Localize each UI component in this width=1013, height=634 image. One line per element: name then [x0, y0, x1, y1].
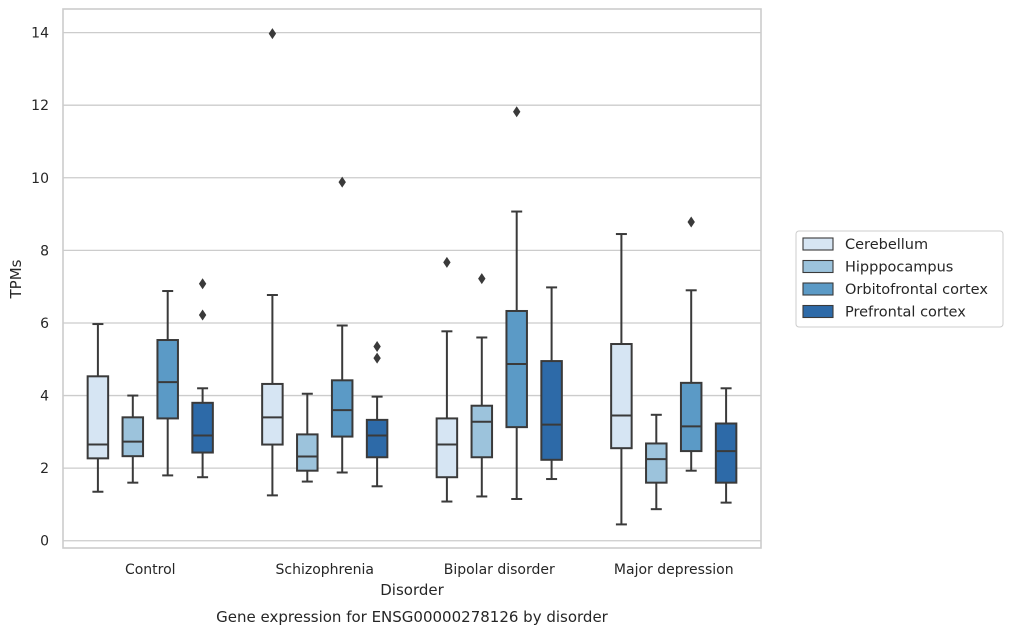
box-group: [610, 233, 633, 526]
box: [435, 417, 459, 479]
outlier-marker: [268, 28, 277, 40]
outlier-marker: [373, 352, 381, 364]
box-group: [679, 216, 703, 472]
legend-swatch: [802, 259, 834, 274]
x-tick-labels: Control Schizophrenia Bipolar disorder Majo…: [125, 562, 734, 578]
box-group: [330, 176, 354, 474]
box-group: [121, 394, 145, 484]
box: [365, 418, 389, 459]
legend: Cerebellum Hipppocampus Orbitofrontal cort…: [795, 230, 1004, 328]
legend-label: Hipppocampus: [845, 260, 953, 276]
outlier-marker: [198, 278, 207, 290]
y-gridlines: [63, 31, 761, 542]
box: [505, 309, 528, 429]
y-tick-label: 4: [40, 389, 49, 405]
legend-swatch: [802, 304, 834, 319]
outlier-marker: [513, 106, 521, 118]
outlier-marker: [198, 309, 207, 321]
box: [610, 343, 633, 450]
box-group: [156, 290, 179, 477]
x-tick-label: Schizophrenia: [276, 562, 374, 578]
box-group: [365, 341, 389, 488]
x-tick-label: Major depression: [614, 562, 734, 578]
chart-title: Gene expression for ENSG00000278126 by d…: [216, 608, 609, 626]
box: [191, 401, 214, 454]
box: [645, 442, 668, 484]
box-group: [470, 273, 494, 498]
box-group: [261, 28, 284, 497]
y-tick-label: 10: [31, 171, 49, 187]
y-tick-label: 12: [31, 98, 49, 114]
box: [330, 379, 354, 438]
box: [121, 416, 145, 458]
y-tick-label: 2: [40, 461, 49, 477]
outlier-marker: [443, 256, 451, 268]
box: [261, 382, 284, 446]
box: [470, 404, 494, 459]
box-group: [505, 106, 528, 500]
x-axis-label: Disorder: [380, 581, 444, 599]
outlier-marker: [478, 273, 486, 285]
box: [679, 381, 703, 453]
outlier-marker: [687, 216, 695, 228]
box-group: [540, 286, 563, 481]
box-group: [296, 392, 319, 483]
x-tick-label: Bipolar disorder: [444, 562, 555, 578]
y-tick-label: 14: [31, 26, 49, 42]
legend-swatch: [802, 282, 834, 296]
y-axis-label: TPMs: [7, 259, 25, 299]
legend-label: Cerebellum: [845, 237, 928, 253]
legend-label: Orbitofrontal cortex: [845, 282, 988, 298]
legend-swatch: [802, 237, 834, 251]
outlier-marker: [338, 176, 346, 188]
legend-frame: [795, 230, 1004, 328]
y-tick-label: 8: [40, 243, 49, 259]
box: [86, 375, 110, 460]
box-group: [714, 387, 738, 504]
plot-frame: [62, 8, 762, 549]
outlier-marker: [373, 341, 381, 353]
box: [296, 433, 319, 472]
box-group: [645, 413, 668, 511]
box-group: [435, 256, 459, 503]
box: [540, 360, 563, 461]
box: [714, 422, 738, 484]
y-tick-label: 0: [40, 534, 49, 550]
box: [156, 339, 179, 420]
y-tick-label: 6: [40, 316, 49, 332]
box-group: [86, 323, 110, 493]
box-group: [191, 278, 214, 479]
x-tick-label: Control: [125, 562, 176, 578]
box-plots: [86, 28, 738, 526]
legend-label: Prefrontal cortex: [845, 305, 966, 321]
y-tick-labels: 0 2 4 6 8 10 12 14: [31, 26, 49, 550]
